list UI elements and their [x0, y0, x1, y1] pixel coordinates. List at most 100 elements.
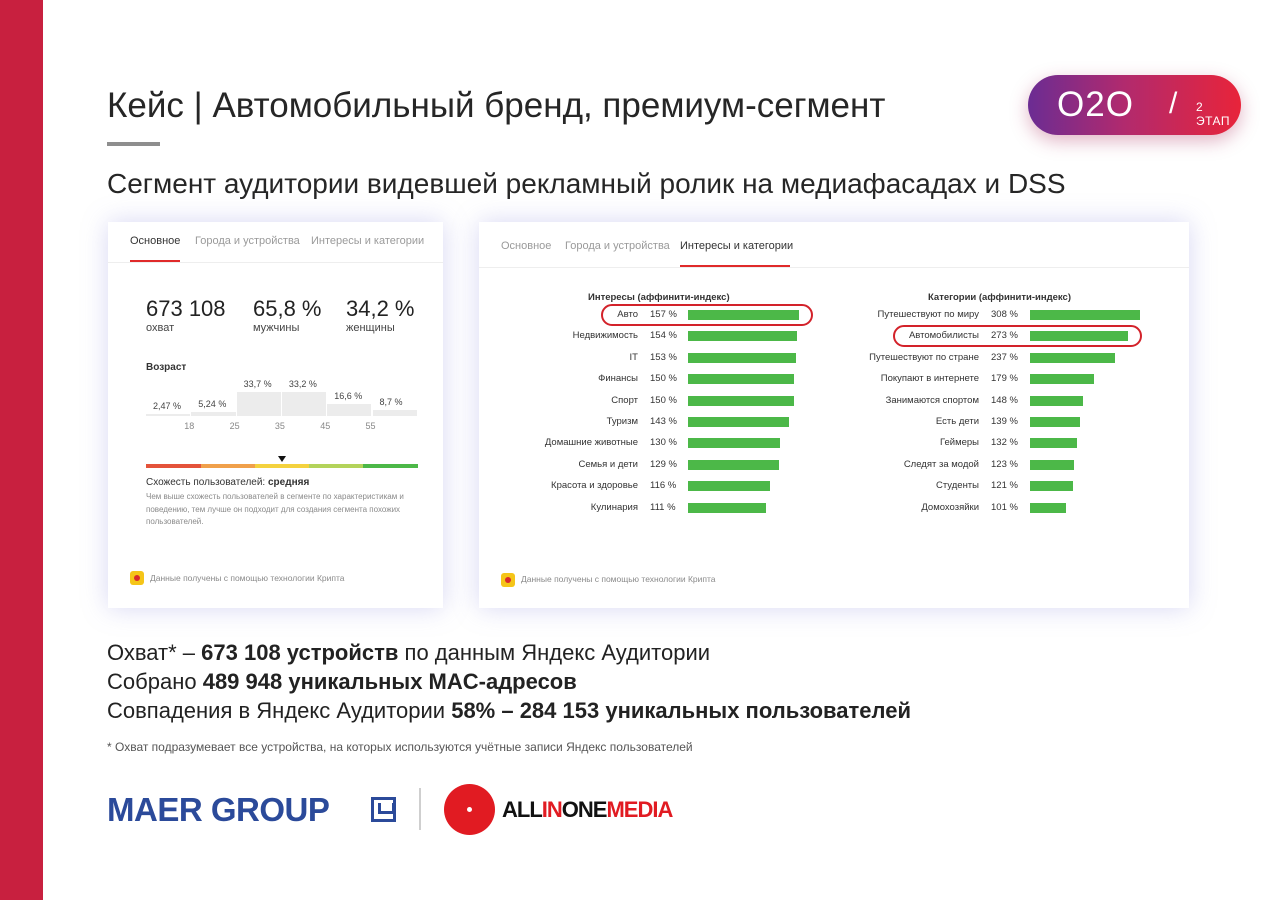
- bar: [1030, 481, 1074, 492]
- maer-group-logo-text: MAER GROUP: [107, 791, 330, 828]
- bar-percent: 123 %: [991, 458, 1018, 470]
- bar-percent: 157 %: [650, 309, 677, 320]
- similarity-value: средняя: [268, 477, 310, 488]
- age-bar: [372, 409, 417, 416]
- aio-media: MEDIA: [606, 797, 673, 822]
- bar-percent: 237 %: [991, 351, 1018, 363]
- age-percent-label: 8,7 %: [379, 396, 403, 407]
- bar-label: Следят за модой: [903, 458, 979, 470]
- age-heading: Возраст: [146, 362, 187, 373]
- bar-label: Спорт: [611, 394, 638, 406]
- bar-percent: 179 %: [991, 373, 1018, 385]
- bar-label: Домохозяйки: [921, 501, 979, 513]
- age-percent-label: 33,7 %: [243, 379, 272, 389]
- bar-label: Геймеры: [939, 437, 979, 449]
- age-bar: [281, 392, 327, 416]
- tab-interests-categories[interactable]: Интересы и категории: [680, 240, 794, 252]
- slide-title: Кейс | Автомобильный бренд, премиум-сегм…: [107, 86, 886, 125]
- allinonemedia-circle-icon: [444, 784, 495, 835]
- stat-reach-value: 673 108: [146, 296, 226, 321]
- age-tick-label: 45: [320, 421, 331, 431]
- similarity-marker: [278, 456, 286, 462]
- slide-subtitle: Сегмент аудитории видевшей рекламный рол…: [107, 168, 1066, 199]
- bar: [1030, 395, 1083, 406]
- bar-percent: 129 %: [650, 458, 677, 470]
- bar: [1030, 438, 1078, 449]
- age-percent-label: 33,2 %: [288, 379, 317, 390]
- bar: [688, 395, 795, 406]
- bar-percent: 111 %: [650, 501, 676, 513]
- bar-label: Занимаются спортом: [885, 394, 979, 406]
- bar-percent: 150 %: [650, 394, 677, 406]
- stat-reach-label: охват: [146, 322, 175, 334]
- logo-divider: [419, 788, 421, 830]
- tab-cities-devices[interactable]: Города и устройства: [195, 235, 300, 247]
- age-tick-label: 18: [184, 421, 195, 431]
- highlight-oval: [601, 304, 813, 326]
- badge-slash: /: [1169, 87, 1178, 120]
- bar: [1030, 459, 1074, 470]
- title-underline: [107, 142, 160, 146]
- tab-main[interactable]: Основное: [130, 235, 181, 247]
- summary-match-value: 58% – 284 153 уникальных пользователей: [451, 698, 911, 723]
- bar: [1030, 417, 1080, 427]
- bar-label: Авто: [617, 309, 638, 320]
- bar: [688, 459, 780, 470]
- bar: [1030, 374, 1094, 385]
- summary-reach-suffix: по данным Яндекс Аудитории: [398, 640, 711, 665]
- age-bar: [236, 392, 281, 416]
- panel2-tabs: Основное Города и устройства Интересы и …: [479, 222, 1189, 268]
- badge-stage-text: 2 ЭТАП: [1196, 100, 1231, 128]
- bar-label: Покупают в интернете: [880, 373, 979, 385]
- bar-percent: 132 %: [991, 437, 1018, 449]
- bar-percent: 150 %: [650, 373, 677, 385]
- similarity-scale-low: [146, 464, 201, 468]
- summary-match-prefix: Совпадения в Яндекс Аудитории: [107, 698, 452, 723]
- aio-all: ALL: [502, 797, 543, 822]
- bar-percent: 143 %: [650, 416, 677, 427]
- summary-reach-line: Охват* – 673 108 устройств по данным Янд…: [107, 640, 710, 666]
- active-tab-indicator: [130, 260, 180, 262]
- tab-main[interactable]: Основное: [501, 240, 552, 252]
- bar-label: Есть дети: [935, 416, 979, 427]
- aio-one: ONE: [561, 797, 608, 822]
- active-tab-indicator: [680, 265, 790, 267]
- bar-label: Семья и дети: [578, 458, 638, 470]
- bar-label: Домашние животные: [544, 437, 638, 449]
- age-tick-label: 25: [229, 421, 240, 431]
- interests-categories-panel: Основное Города и устройства Интересы и …: [479, 222, 1189, 608]
- bar-percent: 153 %: [650, 351, 677, 363]
- o2o-stage-badge: O2O / 2 ЭТАП: [1028, 75, 1241, 135]
- summary-reach-value: 673 108 устройств: [201, 640, 399, 665]
- bar-percent: 101 %: [991, 501, 1018, 513]
- maer-crown-icon: [371, 797, 396, 822]
- bar-label: Студенты: [935, 480, 979, 492]
- bar-label: Путешествуют по миру: [877, 309, 979, 320]
- age-tick-label: 35: [274, 421, 285, 431]
- allinonemedia-logo-text: ALLINONEMEDIA: [502, 797, 673, 823]
- tab-cities-devices[interactable]: Города и устройства: [565, 240, 670, 252]
- similarity-scale-midlow: [201, 464, 255, 468]
- bar-label: IT: [629, 351, 638, 363]
- bar-label: Недвижимость: [572, 330, 638, 342]
- categories-heading: Категории (аффинити-индекс): [928, 292, 1072, 303]
- age-bar: [327, 404, 372, 416]
- stat-men-label: мужчины: [253, 322, 300, 334]
- side-accent-stripe: [0, 0, 43, 900]
- age-tick-label: 55: [365, 421, 376, 431]
- bar: [688, 331, 797, 342]
- bar-label: Автомобилисты: [908, 330, 979, 342]
- bar-label: Путешествуют по стране: [869, 351, 979, 363]
- bar-percent: 116 %: [650, 480, 677, 492]
- tab-interests-categories[interactable]: Интересы и категории: [311, 235, 425, 247]
- bar: [688, 310, 799, 320]
- bar-percent: 148 %: [991, 394, 1018, 406]
- aio-in: IN: [541, 797, 563, 822]
- similarity-label: Схожесть пользователей: средняя: [146, 477, 309, 488]
- bar: [1030, 352, 1115, 363]
- bar: [1030, 331, 1128, 342]
- crypta-logo-icon: [130, 571, 144, 585]
- bar-label: Красота и здоровье: [551, 480, 638, 492]
- crypta-logo-icon: [501, 573, 515, 587]
- highlight-oval: [892, 325, 1142, 348]
